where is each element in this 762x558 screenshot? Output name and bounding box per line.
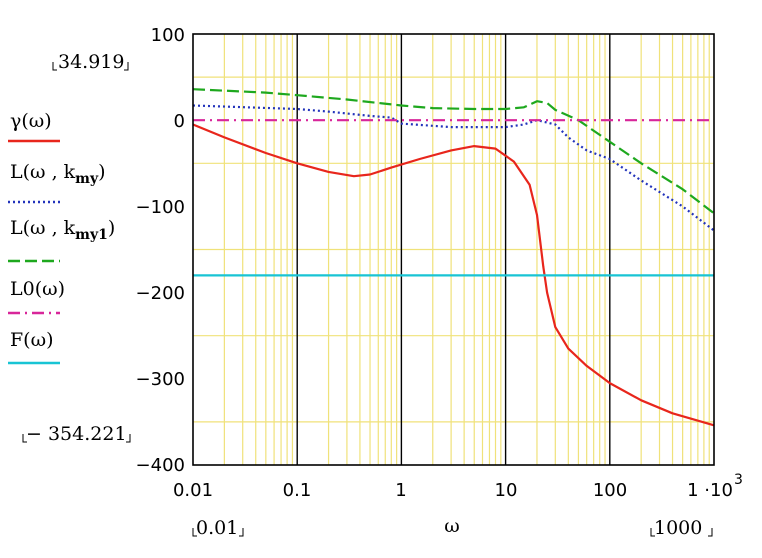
legend-entry: L(ω , kmy1) xyxy=(8,217,115,263)
x-max-range-brackets xyxy=(650,528,713,537)
y-tick-label: −100 xyxy=(136,197,185,218)
y-tick-label: 0 xyxy=(174,111,185,132)
plot-frame xyxy=(192,33,715,466)
range-markers: 34.919 − 354.221 0.01 ω 1000 xyxy=(22,51,713,539)
x-tick-label: 10 xyxy=(495,480,518,501)
y-max-range-brackets xyxy=(52,62,129,71)
legend-label: γ(ω) xyxy=(10,110,52,132)
y-tick-label: 100 xyxy=(151,25,185,46)
minor-grid xyxy=(193,34,714,465)
x-tick-labels: 0.01 0.1 1 10 100 1 ·10 3 xyxy=(173,472,743,501)
x-min-range-brackets xyxy=(192,528,244,537)
x-max-range-label: 1000 xyxy=(654,517,702,539)
y-min-range-label: − 354.221 xyxy=(26,423,127,445)
x-tick-label: 100 xyxy=(593,480,627,501)
x-axis-label: ω xyxy=(444,515,460,537)
legend-entry: L0(ω) xyxy=(8,278,65,315)
series-layer xyxy=(192,88,715,427)
legend: γ(ω) L(ω , kmy) L(ω , kmy1) L0(ω) F(ω) xyxy=(8,110,115,365)
x-tick-label: 1 xyxy=(395,480,406,501)
series-line xyxy=(192,123,715,427)
legend-entry: γ(ω) xyxy=(8,110,60,143)
x-tick-label: 0.1 xyxy=(283,480,312,501)
legend-entry: F(ω) xyxy=(8,329,60,365)
legend-label: L(ω , kmy1) xyxy=(10,217,115,243)
legend-entry: L(ω , kmy) xyxy=(8,161,106,204)
y-max-range-label: 34.919 xyxy=(58,51,124,73)
x-tick-exponent: 3 xyxy=(734,472,743,488)
legend-label: F(ω) xyxy=(10,329,54,351)
y-tick-labels: 100 0 −100 −200 −300 −400 xyxy=(136,25,185,476)
series-line xyxy=(192,88,715,215)
y-tick-label: −300 xyxy=(136,369,185,390)
legend-label: L(ω , kmy) xyxy=(10,161,106,187)
y-tick-label: −400 xyxy=(136,455,185,476)
legend-label: L0(ω) xyxy=(10,278,65,300)
y-tick-label: −200 xyxy=(136,283,185,304)
x-min-range-label: 0.01 xyxy=(196,517,238,539)
x-tick-label: 1 ·10 xyxy=(687,480,733,501)
x-tick-label: 0.01 xyxy=(173,480,213,501)
y-min-range-brackets xyxy=(22,434,131,443)
